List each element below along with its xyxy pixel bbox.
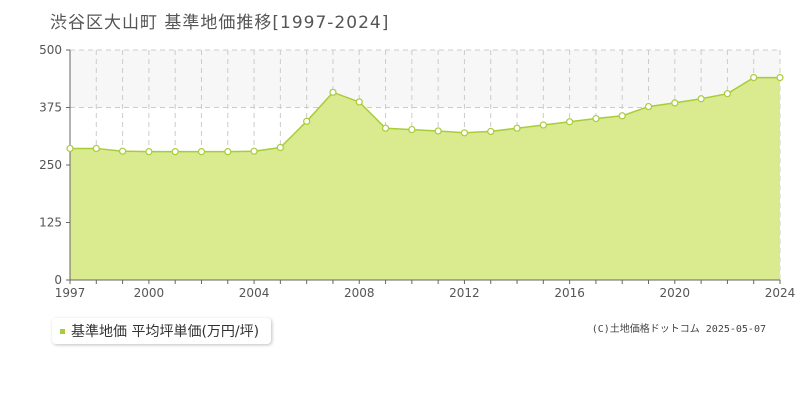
data-point	[329, 88, 337, 96]
plot-band	[70, 50, 780, 108]
x-tick-label: 2016	[554, 286, 585, 300]
y-tick-label: 125	[39, 216, 62, 230]
data-point	[408, 125, 416, 134]
x-tick-label: 2000	[134, 286, 165, 300]
y-tick-label: 0	[54, 273, 62, 287]
x-tick-label: 1997	[55, 286, 86, 300]
series-area	[70, 77, 780, 280]
axis-layer: 0 125 250 375 500 1997 2000 2004 2008 2012 2016 202…	[39, 43, 795, 300]
data-point	[644, 102, 653, 111]
y-tick-label: 375	[39, 101, 62, 115]
data-point	[171, 148, 179, 156]
data-point	[618, 112, 626, 120]
data-point	[118, 147, 127, 155]
credit-text: (C)土地価格ドットコム 2025-05-07	[591, 324, 766, 335]
data-point	[671, 99, 679, 107]
x-tick-label: 2020	[660, 286, 691, 300]
data-point	[224, 148, 232, 156]
data-point	[750, 73, 758, 82]
x-tick-label: 2004	[239, 286, 270, 300]
data-point	[92, 144, 100, 153]
data-point	[434, 127, 442, 135]
data-point	[566, 118, 574, 126]
data-point	[66, 144, 74, 153]
data-point	[250, 147, 258, 155]
data-point	[513, 124, 521, 132]
marker-layer	[66, 73, 784, 156]
data-point	[197, 148, 206, 156]
data-point	[355, 98, 363, 106]
data-point	[776, 73, 784, 82]
legend-label: 基準地価 平均坪単価(万円/坪)	[71, 324, 260, 340]
x-tick-label: 2008	[344, 286, 375, 300]
page-title: 渋谷区大山町 基準地価推移[1997-2024]	[50, 13, 390, 33]
data-point	[381, 124, 390, 132]
data-point	[723, 90, 732, 98]
x-tick-label: 2012	[449, 286, 480, 300]
data-point	[276, 143, 284, 152]
data-point	[460, 129, 469, 137]
legend-swatch	[60, 328, 65, 334]
data-point	[592, 114, 600, 123]
y-tick-label: 250	[39, 158, 62, 172]
area-layer	[70, 76, 780, 280]
series-line	[70, 76, 780, 153]
data-point	[145, 148, 153, 156]
x-tick-label: 2024	[765, 286, 796, 300]
data-point	[539, 121, 547, 129]
data-point	[303, 117, 311, 125]
data-point	[487, 127, 495, 136]
legend: 基準地価 平均坪単価(万円/坪)	[52, 318, 272, 344]
y-tick-label: 500	[39, 43, 62, 57]
data-point	[697, 95, 705, 103]
